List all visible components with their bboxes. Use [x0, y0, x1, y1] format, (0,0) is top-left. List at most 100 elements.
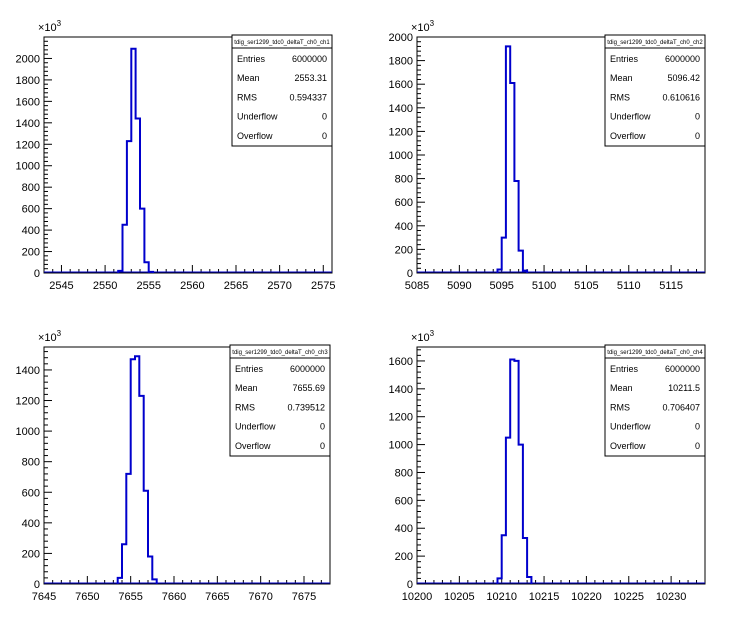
histogram-pad-1: 0 200 400 600 800 1000 1200 1400 1600 1800 2000 ×10…	[16, 19, 336, 292]
stats-value: 7655.69	[292, 383, 325, 393]
y-tick-label: 1200	[16, 139, 40, 151]
y-tick-label: 200	[22, 247, 40, 259]
y-tick-label: 0	[34, 268, 40, 280]
y-tick-label: 1000	[16, 426, 40, 438]
x-tick-label: 7655	[118, 591, 142, 603]
stats-value: 0	[695, 422, 700, 432]
histogram-outline	[117, 47, 155, 273]
stats-label: RMS	[610, 92, 630, 102]
y-multiplier-label: ×103	[38, 329, 62, 344]
x-tick-label: 2565	[224, 280, 248, 292]
x-tick-label: 10215	[529, 591, 560, 603]
x-tick-label: 10230	[656, 591, 687, 603]
y-tick-label: 200	[22, 548, 40, 560]
x-tick-label: 10200	[402, 591, 433, 603]
stats-value: 5096.42	[667, 73, 700, 83]
y-tick-label: 200	[395, 551, 413, 563]
stats-label: Underflow	[237, 112, 278, 122]
x-tick-label: 2570	[267, 280, 291, 292]
y-multiplier-exponent: 3	[430, 329, 435, 338]
y-tick-label: 800	[395, 174, 413, 186]
x-tick-label: 7665	[205, 591, 229, 603]
stats-box: tdig_ser1299_tdc0_deltaT_ch0_ch2 Entries 6…	[604, 34, 706, 147]
y-tick-label: 2000	[389, 32, 413, 44]
y-tick-label: 1800	[16, 75, 40, 87]
x-tick-label: 2545	[49, 280, 73, 292]
y-tick-label: 1600	[16, 96, 40, 108]
stats-label: Mean	[235, 383, 258, 393]
stats-value: 0	[695, 112, 700, 122]
y-tick-label: 1200	[16, 396, 40, 408]
stats-value: 0.706407	[662, 402, 700, 412]
stats-label: Overflow	[235, 441, 271, 451]
x-tick-label: 5105	[574, 280, 598, 292]
x-tick-label: 5110	[617, 280, 641, 292]
x-tick-label: 7670	[248, 591, 272, 603]
x-tick-label: 2550	[93, 280, 117, 292]
x-tick-label: 7645	[32, 591, 56, 603]
y-tick-label: 1000	[389, 150, 413, 162]
stats-value: 0	[322, 131, 327, 141]
y-tick-label: 0	[407, 268, 413, 280]
stats-value: 6000000	[665, 364, 700, 374]
stats-box: tdig_ser1299_tdc0_deltaT_ch0_ch4 Entries 6…	[604, 344, 706, 457]
y-tick-label: 1400	[16, 118, 40, 130]
y-tick-label: 400	[395, 523, 413, 535]
x-tick-label: 10225	[613, 591, 644, 603]
histogram-pad-4: 0 200 400 600 800 1000 1200 1400 1600 ×103 10200 10…	[389, 329, 706, 603]
stats-label: Overflow	[610, 441, 646, 451]
stats-label: RMS	[237, 92, 257, 102]
x-tick-label: 2555	[136, 280, 160, 292]
stats-label: Entries	[610, 364, 639, 374]
stats-label: Overflow	[610, 131, 646, 141]
y-multiplier-base: ×10	[411, 22, 430, 34]
histogram-outline	[496, 358, 533, 584]
y-tick-label: 2000	[16, 53, 40, 65]
y-tick-label: 800	[395, 467, 413, 479]
y-multiplier-label: ×103	[411, 19, 435, 34]
y-tick-label: 1000	[389, 440, 413, 452]
x-tick-label: 2575	[311, 280, 335, 292]
x-tick-label: 5090	[447, 280, 471, 292]
x-tick-label: 7675	[292, 591, 316, 603]
x-tick-label: 5085	[405, 280, 429, 292]
stats-value: 0	[695, 131, 700, 141]
y-tick-label: 400	[22, 225, 40, 237]
y-tick-label: 600	[395, 495, 413, 507]
stats-label: RMS	[610, 402, 630, 412]
stats-label: Mean	[610, 73, 633, 83]
stats-label: Entries	[235, 364, 264, 374]
x-tick-label: 7660	[162, 591, 186, 603]
stats-value: 0.594337	[289, 92, 327, 102]
histogram-outline	[496, 45, 529, 273]
stats-value: 6000000	[292, 54, 327, 64]
histogram-pad-3: 0 200 400 600 800 1000 1200 1400 ×103 7645 7650 765…	[16, 329, 331, 603]
y-tick-label: 600	[395, 197, 413, 209]
y-tick-label: 400	[22, 518, 40, 530]
stats-histogram-name: tdig_ser1299_tdc0_deltaT_ch0_ch3	[232, 350, 328, 356]
stats-label: Mean	[610, 383, 633, 393]
y-multiplier-base: ×10	[38, 22, 57, 34]
x-tick-label: 5115	[659, 280, 683, 292]
x-tick-label: 10220	[571, 591, 602, 603]
stats-value: 0	[322, 112, 327, 122]
y-tick-label: 800	[22, 457, 40, 469]
stats-value: 0.610616	[662, 92, 700, 102]
plot-frame	[43, 346, 331, 585]
y-tick-label: 200	[395, 244, 413, 256]
stats-value: 6000000	[290, 364, 325, 374]
x-tick-label: 5100	[532, 280, 556, 292]
stats-value: 10211.5	[668, 383, 700, 393]
y-multiplier-exponent: 3	[430, 19, 435, 28]
y-multiplier-exponent: 3	[57, 19, 62, 28]
y-tick-label: 1600	[389, 79, 413, 91]
y-multiplier-label: ×103	[411, 329, 435, 344]
y-tick-label: 0	[407, 579, 413, 591]
y-tick-label: 600	[22, 487, 40, 499]
y-multiplier-base: ×10	[38, 332, 57, 344]
stats-box: tdig_ser1299_tdc0_deltaT_ch0_ch3 Entries 6…	[229, 344, 331, 457]
histogram-pad-2: 0 200 400 600 800 1000 1200 1400 1600 1800 2000×10…	[389, 19, 706, 292]
y-multiplier-label: ×103	[38, 19, 62, 34]
stats-histogram-name: tdig_ser1299_tdc0_deltaT_ch0_ch4	[607, 350, 703, 356]
stats-histogram-name: tdig_ser1299_tdc0_deltaT_ch0_ch1	[234, 40, 330, 46]
